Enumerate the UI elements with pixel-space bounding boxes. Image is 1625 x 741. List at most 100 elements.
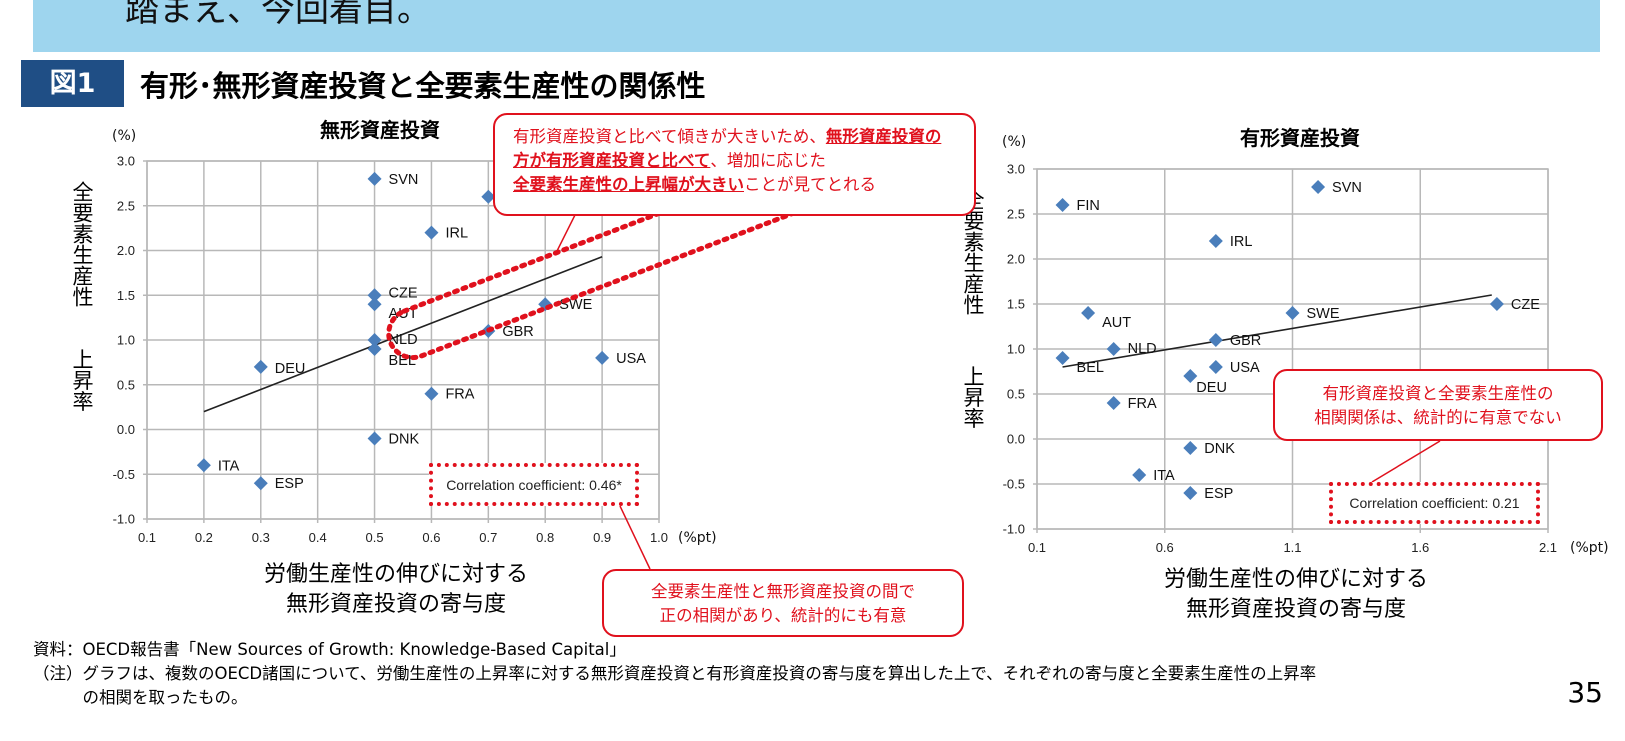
x-tick-label: 0.1 (138, 530, 156, 545)
y-tick-label: 2.5 (1007, 207, 1025, 222)
point-label-usa: USA (1230, 360, 1260, 376)
point-label-fra: FRA (445, 387, 474, 403)
callout-significant-line2: 正の相関があり、統計的にも有意 (659, 606, 907, 625)
data-point-dnk (367, 431, 382, 446)
point-label-aut: AUT (1102, 315, 1131, 331)
y-tick-label: 0.0 (117, 422, 135, 437)
y-tick-label: -0.5 (1003, 477, 1025, 492)
x-tick-label: 0.4 (309, 530, 327, 545)
point-label-usa: USA (616, 351, 646, 367)
x-tick-label: 2.1 (1539, 540, 1557, 555)
data-point-fra (424, 386, 439, 401)
callout-not-significant-pointer (1371, 440, 1441, 483)
page-number: 35 (1567, 676, 1603, 709)
y-axis-label-top: 全要素生産性 (70, 181, 94, 307)
x-tick-label: 0.3 (252, 530, 270, 545)
data-point-swe (1285, 306, 1300, 320)
chart-intangible: 0.1 0.2 0.3 0.4 0.5 0.6 0.7 0.8 0.9 1.0 3.0 2.5 2.0 1… (70, 118, 717, 617)
y-tick-label: 2.0 (117, 243, 135, 258)
x-tick-label: 0.1 (1028, 540, 1046, 555)
footer-note-line1: （注）グラフは、複数のOECD諸国について、労働生産性の上昇率に対する無形資産投… (33, 664, 1317, 683)
y-tick-label: -1.0 (1003, 522, 1025, 537)
point-label-svn: SVN (389, 172, 419, 188)
point-label-ita: ITA (1153, 468, 1175, 484)
point-label-cze: CZE (1511, 297, 1540, 313)
point-label-gbr: GBR (1230, 333, 1261, 349)
y-tick-label: 0.5 (117, 377, 135, 392)
x-axis-label-line2: 無形資産投資の寄与度 (286, 592, 506, 617)
trendline (203, 256, 603, 413)
data-point-esp (1183, 486, 1198, 500)
x-tick-label: 1.6 (1411, 540, 1429, 555)
top-banner: 踏まえ、今回着目。 (33, 0, 1600, 52)
data-point-fra (1106, 396, 1121, 410)
point-label-irl: IRL (1230, 234, 1253, 250)
data-point-aut (1081, 306, 1096, 320)
x-tick-label: 1.1 (1283, 540, 1301, 555)
data-point-cze (1489, 297, 1504, 311)
callout-not-significant-line2: 相関関係は、統計的に有意でない (1314, 408, 1562, 427)
x-tick-label: 1.0 (650, 530, 668, 545)
point-label-nld: NLD (389, 332, 418, 348)
data-point-deu (1183, 369, 1198, 383)
callout-slope: 有形資産投資と比べて傾きが大きいため、無形資産投資の方が有形資産投資と比べて、増… (493, 113, 976, 216)
y-axis-label-bottom: 上昇率 (961, 366, 985, 429)
callout-slope-post: ことが見てとれる (744, 175, 876, 194)
x-axis-label-line1: 労働生産性の伸びに対する (1164, 567, 1428, 592)
point-label-bel: BEL (1077, 360, 1104, 376)
data-point-bel (1055, 351, 1070, 365)
x-unit: (%pt) (1570, 540, 1609, 556)
point-label-nld: NLD (1128, 341, 1157, 357)
footer-note-line2: の相関を取ったもの。 (33, 688, 248, 707)
x-tick-label: 0.6 (422, 530, 440, 545)
data-point-svn (367, 171, 382, 186)
footer: 資料：OECD報告書「New Sources of Growth: Knowle… (33, 638, 1316, 710)
data-point-dnk (1183, 441, 1198, 455)
data-point-usa (1208, 360, 1223, 374)
x-axis-label-line2: 無形資産投資の寄与度 (1186, 597, 1406, 622)
data-point-cze (367, 288, 382, 303)
y-tick-label: -1.0 (113, 512, 135, 527)
chart-tangible: 0.1 0.6 1.1 1.6 2.1 3.0 2.5 2.0 1.5 1.0 0.5 0.0 -0.5… (961, 126, 1609, 622)
correlation-box-tangible: Correlation coefficient: 0.21 (1329, 482, 1540, 524)
trendline (1062, 294, 1492, 368)
point-label-ita: ITA (218, 458, 240, 474)
callout-significant-line1: 全要素生産性と無形資産投資の間で (651, 582, 915, 601)
point-label-deu: DEU (1196, 380, 1227, 396)
y-unit: (%) (112, 128, 136, 144)
data-point-nld (367, 333, 382, 347)
data-point-irl (1208, 234, 1223, 248)
y-tick-label: 1.0 (117, 333, 135, 348)
footer-source: 資料：OECD報告書「New Sources of Growth: Knowle… (33, 640, 626, 659)
data-point-gbr (1208, 333, 1223, 347)
point-label-esp: ESP (1204, 486, 1233, 502)
y-axis-label-bottom: 上昇率 (70, 349, 94, 412)
y-unit: (%) (1002, 134, 1026, 150)
data-point-svn (1311, 180, 1326, 194)
y-tick-label: 0.0 (1007, 432, 1025, 447)
x-tick-label: 0.2 (195, 530, 213, 545)
callout-slope-bold2: 全要素生産性の上昇幅が大きい (513, 175, 744, 194)
data-point-irl (424, 225, 439, 240)
x-tick-label: 0.8 (536, 530, 554, 545)
x-unit: (%pt) (678, 530, 717, 546)
data-point-deu (253, 359, 268, 374)
banner-text: 踏まえ、今回着目。 (125, 0, 431, 30)
callout-significant-pointer (619, 505, 651, 570)
callout-slope-bold1: 無形資産投資の方が有形資産投資と比べて (513, 127, 942, 170)
callout-significant: 全要素生産性と無形資産投資の間で 正の相関があり、統計的にも有意 (602, 569, 964, 637)
data-point-usa (595, 350, 610, 365)
y-tick-label: 2.5 (117, 198, 135, 213)
point-label-esp: ESP (275, 476, 304, 492)
figure-title: 有形･無形資産投資と全要素生産性の関係性 (140, 69, 706, 103)
point-label-irl: IRL (445, 226, 468, 242)
callout-not-significant-line1: 有形資産投資と全要素生産性の (1322, 384, 1554, 403)
data-point-bel (367, 341, 382, 356)
callout-slope-pre: 有形資産投資と比べて傾きが大きいため、 (513, 127, 826, 146)
data-point-fin (481, 189, 496, 204)
y-tick-label: 2.0 (1007, 252, 1025, 267)
y-tick-label: -0.5 (113, 467, 135, 482)
point-label-gbr: GBR (502, 324, 533, 340)
figure-badge: 図1 (21, 60, 124, 107)
